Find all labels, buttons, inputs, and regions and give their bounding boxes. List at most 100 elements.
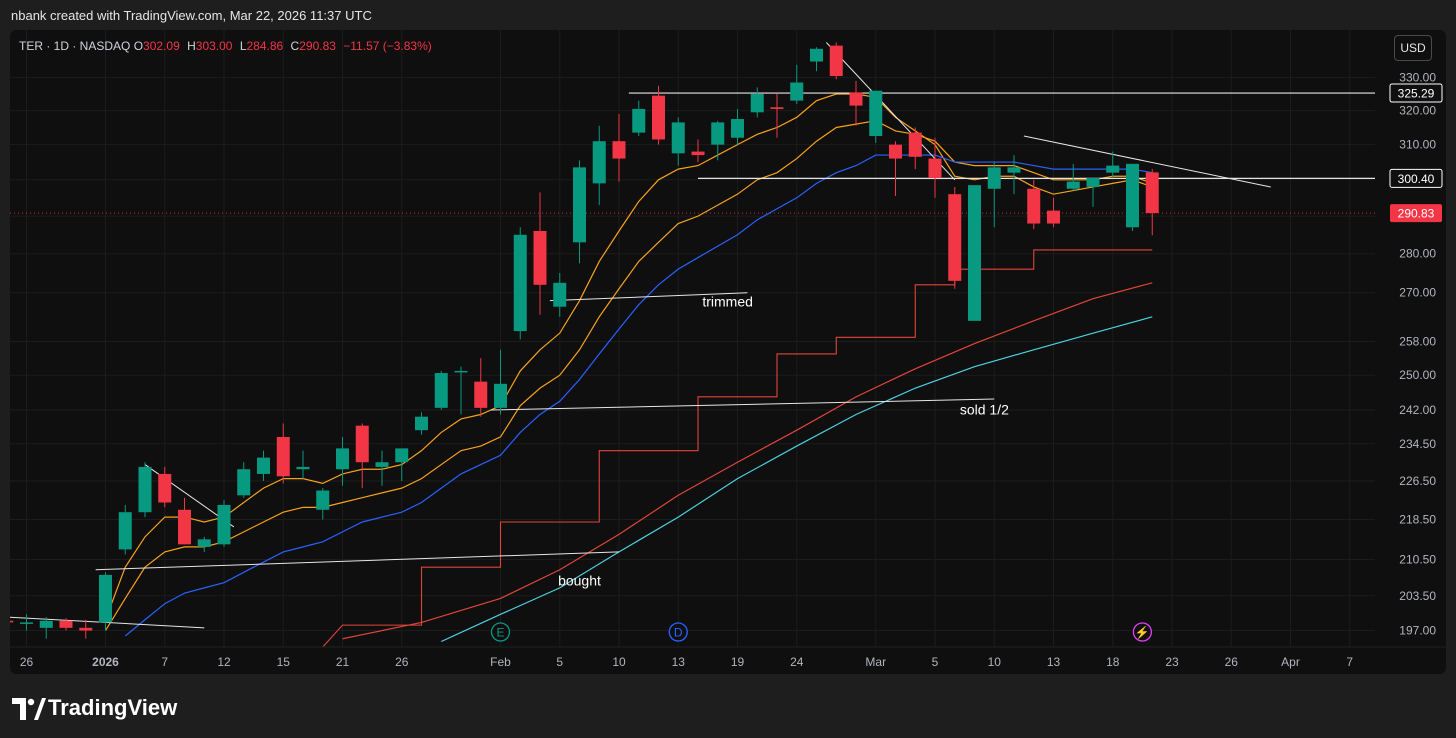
candle-body (652, 95, 665, 140)
time-tick-label: 2026 (92, 655, 119, 669)
candle (987, 162, 1001, 228)
candle-body (731, 119, 744, 138)
price-tick-label: 226.50 (1399, 474, 1436, 488)
price-chart[interactable]: bought trimmed sold 1/2 E D ⚡ 197.00 203.50 210.… (10, 30, 1446, 674)
time-tick-label: Apr (1281, 655, 1300, 669)
candle-body (118, 512, 132, 550)
candle (849, 80, 863, 126)
time-tick-label: 13 (1047, 655, 1061, 669)
legend-high-value: 303.00 (195, 39, 233, 53)
legend-open-value: 302.09 (143, 39, 180, 53)
candle-body (39, 620, 53, 628)
candle (217, 500, 231, 547)
time-tick-label: Feb (490, 655, 511, 669)
time-tick-label: 10 (988, 655, 1002, 669)
price-tick-label: 210.50 (1399, 553, 1436, 567)
event-marker-glyph: D (674, 626, 683, 640)
event-marker-glyph: E (496, 626, 504, 640)
candle (829, 42, 843, 80)
candle-body (1027, 188, 1041, 224)
event-marker (1132, 622, 1153, 642)
candle-body (849, 92, 863, 106)
candle-body (1007, 167, 1021, 173)
event-marker-glyph: ⚡ (1135, 626, 1150, 640)
candle (711, 120, 725, 161)
candle (770, 94, 784, 138)
candle (1047, 197, 1060, 228)
candle (1086, 178, 1100, 207)
time-tick-label: 18 (1106, 655, 1120, 669)
time-tick-label: 7 (161, 655, 168, 669)
price-tick-label: 242.00 (1399, 403, 1436, 417)
candle (632, 100, 646, 137)
candle (790, 64, 804, 104)
candle (237, 462, 251, 498)
top-bar: nbank created with TradingView.com, Mar … (0, 0, 1456, 30)
price-tick-label: 320.00 (1399, 104, 1436, 118)
price-tick-label: 330.00 (1399, 71, 1436, 85)
time-tick-label: 7 (1346, 655, 1353, 669)
candle (355, 423, 369, 489)
time-tick-label: 15 (277, 655, 291, 669)
trendline (490, 398, 995, 411)
candle (296, 450, 310, 479)
candle (375, 450, 389, 486)
candle (573, 160, 586, 264)
legend-symbol: TER · 1D · NASDAQ (19, 39, 131, 53)
candle-body (415, 416, 428, 431)
candle-body (948, 194, 962, 281)
candle-body (533, 231, 547, 285)
candle (1066, 163, 1080, 191)
candle (59, 618, 73, 631)
event-marker (490, 622, 511, 642)
level-price-tag-label: 325.29 (1398, 87, 1435, 101)
candle-body (79, 627, 93, 631)
legend-close-label: C (290, 39, 300, 53)
price-tick-label: 197.00 (1399, 624, 1436, 638)
candle-body (276, 436, 290, 477)
candle (948, 186, 962, 289)
candle (612, 113, 626, 182)
tradingview-logo-icon (12, 698, 46, 720)
chart-panel[interactable]: bought trimmed sold 1/2 E D ⚡ 197.00 203.50 210.… (10, 30, 1446, 674)
time-tick-label: 12 (217, 655, 231, 669)
candle (968, 185, 981, 321)
candle (79, 619, 93, 639)
candle-body (869, 90, 883, 137)
price-tick-label: 270.00 (1399, 286, 1436, 300)
candle-body (474, 381, 488, 408)
time-tick-label: 13 (672, 655, 686, 669)
candle (1027, 179, 1041, 230)
candle-body (612, 141, 626, 159)
legend-close-value: 290.83 (299, 39, 336, 53)
price-tick-label: 234.50 (1399, 437, 1436, 451)
trendline (826, 42, 956, 181)
candle (533, 192, 547, 315)
candle (513, 227, 527, 340)
trendline (95, 551, 620, 571)
candle (928, 137, 942, 198)
candle (810, 47, 823, 72)
legend-change-value: −11.57 (−3.83%) (343, 39, 432, 53)
last-price-tag-label: 290.83 (1398, 207, 1435, 221)
time-tick-label: 26 (20, 655, 34, 669)
currency-button[interactable]: USD (1394, 35, 1432, 61)
candle-body (336, 448, 349, 470)
level-price-tag (1389, 168, 1443, 188)
candle-body (138, 466, 152, 513)
legend-high-label: H (187, 39, 196, 53)
candle-body (671, 122, 685, 154)
candle-body (908, 132, 922, 157)
price-tick-label: 203.50 (1399, 589, 1436, 603)
time-tick-label: 26 (395, 655, 409, 669)
candle (731, 108, 744, 145)
candle (553, 273, 567, 317)
candle-body (691, 151, 705, 156)
time-tick-label: 26 (1225, 655, 1239, 669)
candle-body (296, 466, 310, 470)
candle-body (750, 94, 764, 113)
annotation-label: trimmed (702, 294, 753, 310)
candle-body (10, 620, 14, 623)
chart-credit: nbank created with TradingView.com, Mar … (11, 8, 372, 23)
price-tick-label: 218.50 (1399, 513, 1436, 527)
